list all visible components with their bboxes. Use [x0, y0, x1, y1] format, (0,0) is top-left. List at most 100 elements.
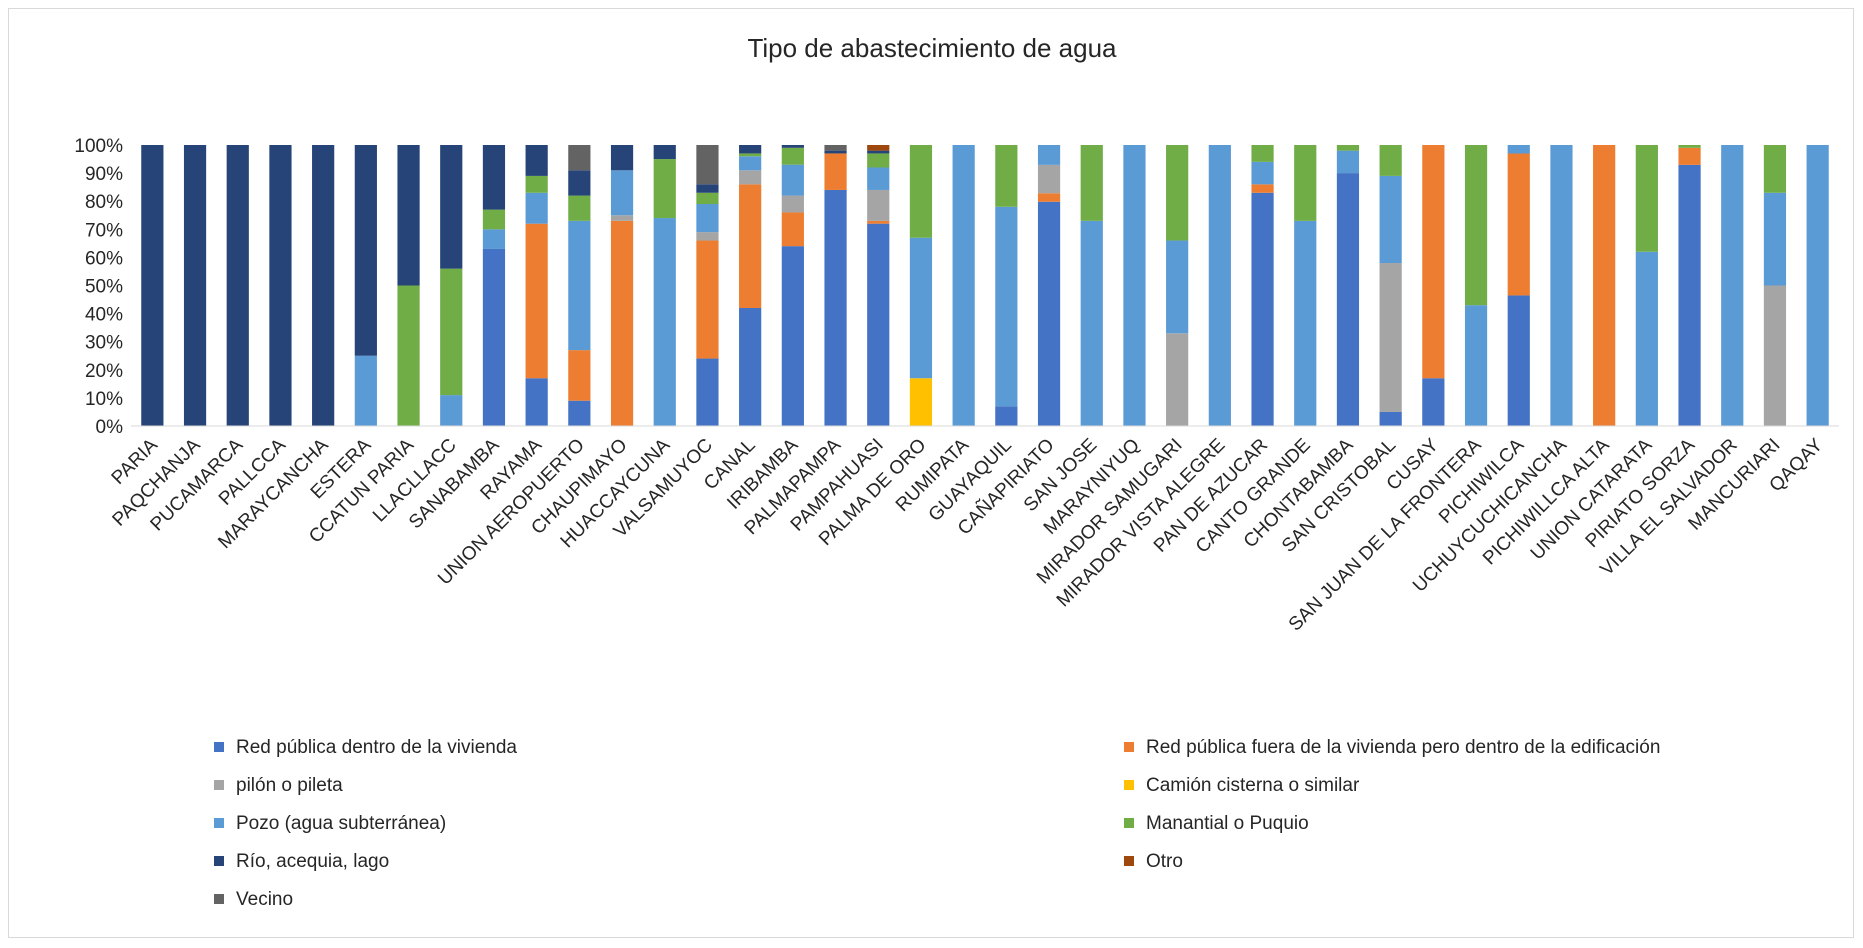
legend-label: pilón o pileta — [236, 775, 343, 796]
bar-segment — [1507, 153, 1530, 296]
bar-segment — [696, 358, 719, 426]
bar-segment — [440, 268, 463, 396]
bar-segment — [696, 204, 719, 233]
bar-segment — [739, 170, 762, 185]
bar-segment — [653, 159, 676, 219]
bar-segment — [312, 145, 335, 426]
legend-swatch — [214, 818, 224, 828]
bar-segment — [1166, 145, 1189, 241]
bar-segment — [1507, 295, 1530, 426]
legend-label: Vecino — [236, 889, 293, 910]
bar-segment — [1464, 305, 1488, 426]
bar-segment — [1379, 411, 1402, 426]
bar-segment — [525, 192, 548, 224]
bar-segment — [1294, 220, 1317, 426]
bar-segment — [824, 150, 847, 154]
bar-segment — [1379, 175, 1402, 264]
y-tick-label: 30% — [85, 333, 123, 354]
bar-segment — [1763, 192, 1787, 286]
bar-segment — [568, 220, 591, 351]
bar-segment — [1123, 145, 1146, 426]
bar-segment — [696, 232, 719, 241]
bar-segment — [568, 170, 591, 196]
bar-segment — [1336, 145, 1360, 151]
bar-segment — [995, 406, 1018, 426]
bar-segment — [995, 145, 1018, 207]
y-tick-label: 20% — [85, 361, 123, 382]
bar-segment — [1294, 145, 1317, 221]
bar-segment — [482, 145, 506, 210]
bar-segment — [739, 145, 762, 154]
bar-segment — [696, 240, 719, 359]
y-tick-label: 40% — [85, 305, 123, 326]
bar-segment — [1336, 173, 1360, 426]
bar-segment — [1037, 201, 1061, 426]
bar-segment — [781, 246, 804, 426]
chart-svg: Tipo de abastecimiento de agua 0% 10% 20% 3… — [74, 33, 1839, 910]
bar-segment — [909, 145, 933, 238]
bar-segment — [1464, 145, 1488, 306]
bar-segment — [1251, 145, 1274, 162]
bar-segment — [1080, 220, 1103, 426]
bars — [141, 145, 1829, 426]
bar-segment — [952, 145, 975, 426]
bar-segment — [1080, 145, 1103, 221]
legend-swatch — [214, 856, 224, 866]
legend-label: Otro — [1146, 851, 1183, 872]
bar-segment — [995, 206, 1018, 407]
bar-segment — [525, 145, 548, 176]
bar-segment — [867, 145, 890, 151]
bar-segment — [397, 285, 420, 426]
bar-segment — [909, 237, 933, 379]
bar-segment — [440, 395, 463, 426]
bar-segment — [568, 400, 591, 426]
legend-swatch — [1124, 856, 1134, 866]
bar-segment — [1251, 192, 1274, 426]
bar-segment — [824, 189, 847, 426]
bar-segment — [1379, 263, 1402, 412]
bar-segment — [867, 223, 890, 426]
legend-label: Río, acequia, lago — [236, 851, 389, 872]
bar-segment — [397, 145, 420, 286]
bar-segment — [482, 229, 506, 249]
bar-segment — [867, 153, 890, 168]
legend-label: Manantial o Puquio — [1146, 813, 1309, 834]
bar-segment — [739, 184, 762, 308]
bar-segment — [1251, 161, 1274, 185]
bar-segment — [1422, 378, 1445, 426]
bar-segment — [610, 220, 634, 426]
bar-segment — [781, 145, 804, 148]
bar-segment — [739, 156, 762, 171]
bar-segment — [1678, 145, 1701, 148]
y-tick-label: 100% — [74, 136, 123, 157]
y-tick-label: 70% — [85, 220, 123, 241]
bar-segment — [739, 153, 762, 157]
legend-label: Red pública dentro de la vivienda — [236, 737, 517, 758]
x-axis: PARIAPAQCHANJAPUCAMARCAPALLCCAMARAYCANCH… — [108, 425, 1839, 635]
bar-segment — [1763, 285, 1787, 426]
bar-segment — [1721, 145, 1744, 426]
bar-segment — [610, 145, 634, 171]
bar-segment — [525, 223, 548, 379]
bar-segment — [1678, 164, 1701, 426]
bar-segment — [354, 145, 377, 356]
bar-segment — [1379, 145, 1402, 176]
bar-segment — [354, 355, 377, 426]
legend-label: Red pública fuera de la vivienda pero de… — [1146, 737, 1660, 758]
legend-swatch — [214, 780, 224, 790]
bar-segment — [610, 215, 634, 221]
bar-segment — [226, 145, 249, 426]
bar-segment — [653, 145, 676, 160]
bar-segment — [867, 189, 890, 221]
bar-segment — [1593, 145, 1616, 426]
bar-segment — [696, 145, 719, 185]
legend-swatch — [214, 742, 224, 752]
bar-segment — [1037, 164, 1061, 194]
bar-segment — [696, 192, 719, 205]
chart-title: Tipo de abastecimiento de agua — [747, 33, 1117, 63]
y-tick-label: 10% — [85, 389, 123, 410]
legend-swatch — [1124, 742, 1134, 752]
bar-segment — [525, 175, 548, 193]
y-tick-label: 90% — [85, 164, 123, 185]
legend-label: Camión cisterna o similar — [1146, 775, 1360, 796]
